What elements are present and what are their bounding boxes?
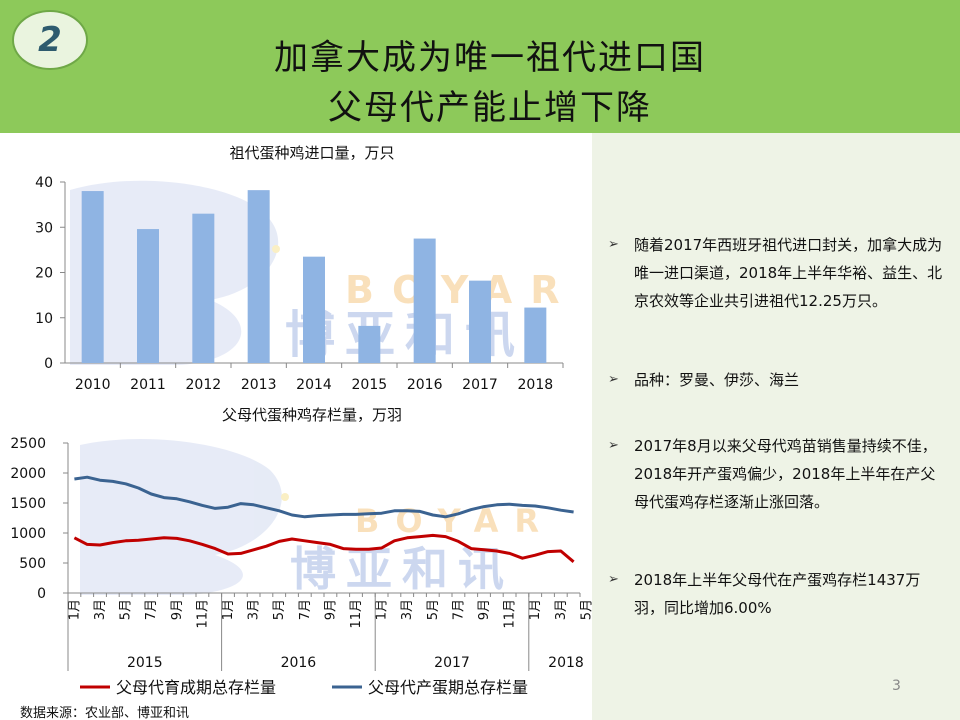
data-source-note: 数据来源：农业部、博亚和讯 — [20, 706, 190, 720]
bullet-item-4: ➢ 2018年上半年父母代在产蛋鸡存栏1437万羽，同比增加6.00% — [608, 566, 948, 622]
watermark-cn-bottom: 博亚和讯 — [290, 542, 514, 596]
bar-2015 — [358, 325, 381, 363]
bar-x-tick-label: 2012 — [186, 377, 222, 393]
bar-x-tick-label: 2014 — [296, 377, 332, 393]
arrow-bullet-icon: ➢ — [608, 572, 619, 587]
watermark-bird-eye — [272, 245, 280, 253]
bar-x-tick-label: 2016 — [407, 377, 443, 393]
line-x-month-label: 1月 — [528, 599, 543, 620]
watermark-bird-shape-2 — [80, 439, 282, 595]
line-series-2 — [74, 475, 574, 519]
bullet-text-1: 随着2017年西班牙祖代进口封关，加拿大成为唯一进口渠道，2018年上半年华裕、… — [634, 236, 943, 310]
bullet-item-1: ➢ 随着2017年西班牙祖代进口封关，加拿大成为唯一进口渠道，2018年上半年华… — [608, 231, 948, 315]
arrow-bullet-icon: ➢ — [608, 237, 619, 252]
line-x-month-label: 3月 — [554, 599, 569, 620]
bullet-text-2: 品种：罗曼、伊莎、海兰 — [634, 371, 800, 389]
bar-x-tick-label: 2018 — [518, 377, 554, 393]
watermark-en-bottom: BOYAR — [355, 502, 555, 540]
line-x-month-label: 9月 — [323, 599, 338, 620]
line-x-month-label: 1月 — [67, 599, 82, 620]
line-y-tick-label: 0 — [37, 586, 46, 602]
legend-label-1: 父母代育成期总存栏量 — [116, 678, 276, 697]
commentary-panel: ➢ 随着2017年西班牙祖代进口封关，加拿大成为唯一进口渠道，2018年上半年华… — [592, 133, 960, 720]
section-number: 2 — [38, 20, 62, 60]
bullet-item-3: ➢ 2017年8月以来父母代鸡苗销售量持续不佳，2018年开产蛋鸡偏少，2018… — [608, 432, 948, 516]
bar-2017 — [469, 280, 491, 363]
line-year-label: 2016 — [281, 655, 317, 671]
line-x-month-label: 5月 — [119, 599, 134, 620]
line-year-label: 2018 — [548, 655, 584, 671]
line-x-month-label: 5月 — [426, 599, 441, 620]
line-x-month-label: 11月 — [349, 599, 364, 629]
legend-label-2: 父母代产蛋期总存栏量 — [368, 678, 528, 697]
bar-2016 — [413, 238, 436, 363]
bullet-text-4: 2018年上半年父母代在产蛋鸡存栏1437万羽，同比增加6.00% — [634, 571, 921, 617]
line-chart-title: 父母代蛋种鸡存栏量，万羽 — [222, 406, 402, 424]
bar-chart-title: 祖代蛋种鸡进口量，万只 — [229, 144, 394, 162]
bar-y-tick-label: 20 — [35, 266, 53, 282]
line-y-tick-label: 2500 — [10, 436, 46, 452]
line-chart-y-axis: 0 500 1000 1500 2000 2500 — [10, 436, 580, 602]
line-x-month-label: 11月 — [503, 599, 518, 629]
line-x-month-label: 9月 — [477, 599, 492, 620]
line-y-tick-label: 1500 — [10, 496, 46, 512]
line-x-month-label: 9月 — [170, 599, 185, 620]
line-y-tick-label: 1000 — [10, 526, 46, 542]
arrow-bullet-icon: ➢ — [608, 438, 619, 453]
line-x-month-label: 5月 — [272, 599, 287, 620]
bar-x-tick-label: 2011 — [130, 377, 166, 393]
bar-x-tick-label: 2010 — [75, 377, 111, 393]
line-year-label: 2015 — [127, 655, 163, 671]
bar-x-tick-label: 2017 — [462, 377, 498, 393]
bar-y-tick-label: 30 — [35, 220, 53, 236]
line-x-month-label: 3月 — [247, 599, 262, 620]
section-badge: 2 — [12, 10, 88, 70]
page-number: 3 — [892, 678, 901, 694]
bar-y-tick-label: 10 — [35, 311, 53, 327]
line-chart-x-axis: 1月 3月 5月 7月 9月 11月 1月 3月 5月 7月 9月 11月 1月 3月 5月 7月 9月 11月 1… — [67, 593, 594, 671]
header-banner: 2 加拿大成为唯一祖代进口国 父母代产能止增下降 — [0, 0, 960, 133]
line-series-1 — [73, 533, 575, 563]
line-x-month-label: 7月 — [144, 599, 159, 620]
bar-y-tick-label: 40 — [35, 175, 53, 191]
bar-2018 — [524, 307, 547, 363]
bar-2011 — [137, 229, 159, 363]
bar-2012 — [192, 213, 215, 363]
line-x-month-label: 3月 — [93, 599, 108, 620]
watermark-bird-eye-2 — [281, 493, 289, 501]
bullet-text-3: 2017年8月以来父母代鸡苗销售量持续不佳，2018年开产蛋鸡偏少，2018年上… — [634, 437, 937, 511]
line-chart-legend: 父母代育成期总存栏量 父母代产蛋期总存栏量 — [80, 678, 528, 697]
page-title-line2: 父母代产能止增下降 — [328, 88, 652, 128]
bar-y-tick-label: 0 — [44, 356, 53, 372]
bar-2013 — [247, 190, 270, 363]
bar-x-tick-label: 2013 — [241, 377, 277, 393]
line-x-month-label: 1月 — [221, 599, 236, 620]
line-x-month-label: 7月 — [451, 599, 466, 620]
bar-2014 — [303, 256, 325, 363]
line-x-month-label: 11月 — [195, 599, 210, 629]
chart-area: BOYAR 博亚和讯 BOYAR 博亚和讯 祖代蛋种鸡进口量，万只 0 10 20 3… — [0, 133, 594, 720]
line-year-label: 2017 — [434, 655, 470, 671]
watermark-bird-shape — [70, 180, 279, 365]
bar-2010 — [81, 191, 104, 363]
watermark-en-top: BOYAR — [345, 268, 577, 312]
line-chart-series — [73, 475, 575, 563]
line-x-month-label: 7月 — [298, 599, 313, 620]
bullet-item-2: ➢ 品种：罗曼、伊莎、海兰 — [608, 366, 948, 394]
line-y-tick-label: 500 — [19, 556, 46, 572]
watermark-logo-bottom: BOYAR 博亚和讯 — [80, 439, 555, 596]
arrow-bullet-icon: ➢ — [608, 372, 619, 387]
page-title-line1: 加拿大成为唯一祖代进口国 — [274, 38, 706, 78]
line-x-month-label: 5月 — [579, 599, 592, 620]
line-y-tick-label: 2000 — [10, 466, 46, 482]
charts-svg: BOYAR 博亚和讯 BOYAR 博亚和讯 祖代蛋种鸡进口量，万只 0 10 20 3… — [10, 144, 594, 697]
bar-chart-bars — [81, 190, 547, 363]
bar-chart-x-axis: 2010 2011 2012 2013 2014 2015 2016 2017 2018 — [75, 363, 564, 393]
bar-x-tick-label: 2015 — [352, 377, 388, 393]
line-x-month-label: 3月 — [400, 599, 415, 620]
line-x-month-label: 1月 — [375, 599, 390, 620]
